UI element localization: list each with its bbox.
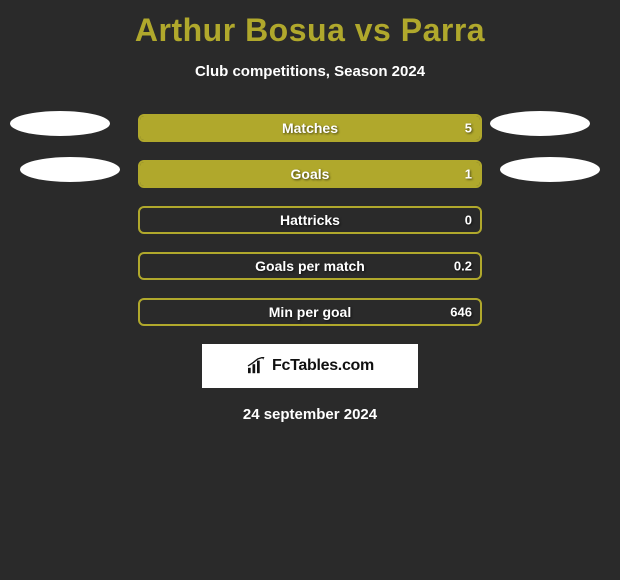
stat-value-right: 646 — [450, 305, 472, 320]
player-left-ellipse-1 — [10, 111, 110, 136]
stat-fill-left — [140, 162, 310, 186]
page-title: Arthur Bosua vs Parra — [0, 0, 620, 49]
stat-label: Matches — [282, 120, 338, 136]
stat-row-matches: Matches 5 — [138, 114, 482, 142]
player-left-ellipse-2 — [20, 157, 120, 182]
stat-row-hattricks: Hattricks 0 — [138, 206, 482, 234]
stat-label: Goals per match — [255, 258, 365, 274]
stat-label: Goals — [291, 166, 330, 182]
stat-value-right: 5 — [465, 121, 472, 136]
stat-row-goals: Goals 1 — [138, 160, 482, 188]
stat-row-min-per-goal: Min per goal 646 — [138, 298, 482, 326]
stat-label: Hattricks — [280, 212, 340, 228]
chart-icon — [246, 357, 268, 375]
stat-label: Min per goal — [269, 304, 351, 320]
comparison-stage: Matches 5 Goals 1 Hattricks 0 Goals per … — [0, 114, 620, 423]
stat-value-right: 0 — [465, 213, 472, 228]
player-right-ellipse-1 — [490, 111, 590, 136]
subtitle: Club competitions, Season 2024 — [0, 63, 620, 80]
stat-row-goals-per-match: Goals per match 0.2 — [138, 252, 482, 280]
brand-text: FcTables.com — [272, 357, 374, 375]
stat-fill-right — [310, 162, 480, 186]
stat-value-right: 1 — [465, 167, 472, 182]
date-text: 24 september 2024 — [0, 406, 620, 423]
stat-value-right: 0.2 — [454, 259, 472, 274]
brand-box[interactable]: FcTables.com — [202, 344, 418, 388]
player-right-ellipse-2 — [500, 157, 600, 182]
